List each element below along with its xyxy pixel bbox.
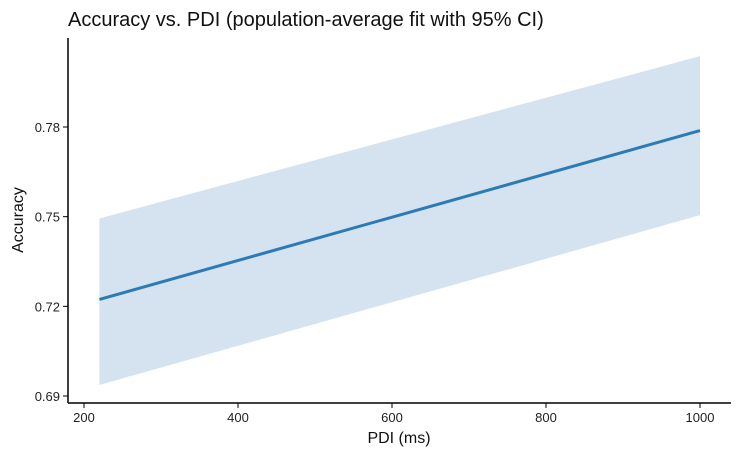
chart-title: Accuracy vs. PDI (population-average fit… bbox=[68, 9, 544, 31]
x-axis-label: PDI (ms) bbox=[367, 430, 430, 447]
y-axis-ticks: 0.69 0.72 0.75 0.78 bbox=[35, 120, 68, 404]
y-axis-label: Accuracy bbox=[10, 187, 27, 253]
y-tick-label: 0.75 bbox=[35, 210, 60, 225]
x-tick-label: 600 bbox=[381, 410, 403, 425]
x-tick-label: 400 bbox=[227, 410, 249, 425]
x-tick-label: 800 bbox=[535, 410, 557, 425]
confidence-band bbox=[99, 56, 700, 385]
fit-line bbox=[98, 129, 701, 301]
x-tick-label: 1000 bbox=[686, 410, 715, 425]
x-tick-label: 200 bbox=[73, 410, 95, 425]
x-axis-ticks: 200 400 600 800 1000 bbox=[73, 403, 714, 425]
y-tick-label: 0.72 bbox=[35, 299, 60, 314]
plot-area bbox=[98, 56, 701, 385]
y-tick-label: 0.78 bbox=[35, 120, 60, 135]
axes bbox=[67, 38, 731, 404]
y-tick-label: 0.69 bbox=[35, 389, 60, 404]
